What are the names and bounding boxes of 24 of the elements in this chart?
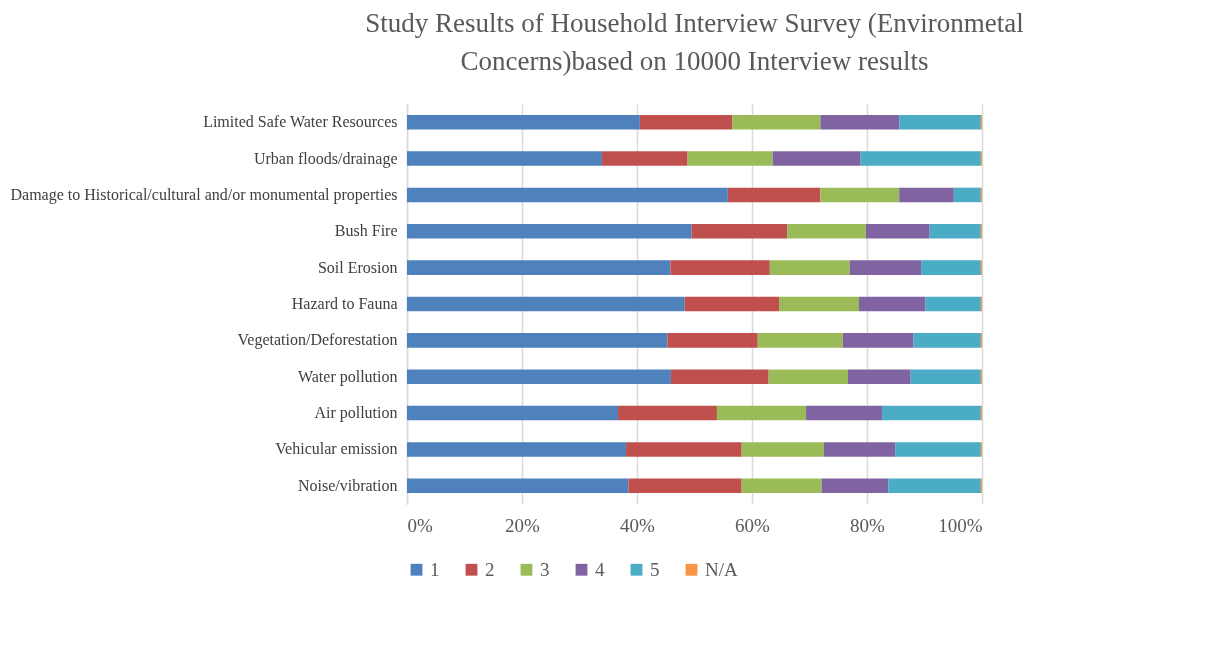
y-tick-label: Soil Erosion xyxy=(317,258,398,276)
y-tick-label: Hazard to Fauna xyxy=(291,295,398,312)
y-tick-label: Urban floods/drainage xyxy=(253,149,398,168)
legend-label: 4 xyxy=(595,558,605,580)
y-tick-label: Damage to Historical/cultural and/or monumental properties xyxy=(10,185,398,204)
x-tick-label: 100% xyxy=(938,514,983,536)
y-tick-label: Bush Fire xyxy=(334,222,398,240)
y-tick-label: Limited Safe Water Resources xyxy=(203,113,398,131)
y-tick-label: Vegetation/Deforestation xyxy=(237,331,398,350)
y-tick-label: Water pollution xyxy=(297,367,398,386)
x-tick-label: 20% xyxy=(505,514,541,536)
y-tick-label: Noise/vibration xyxy=(297,476,398,494)
legend-label: 5 xyxy=(650,558,660,580)
x-tick-label: 40% xyxy=(620,514,656,536)
x-tick-label: 60% xyxy=(735,514,771,536)
legend-label: N/A xyxy=(705,558,738,580)
y-tick-label: Air pollution xyxy=(314,404,398,423)
x-tick-label: 0% xyxy=(407,514,433,536)
legend-label: 2 xyxy=(485,558,495,580)
chart-title: Study Results of Household Interview Survey (Environmetal Concerns)based on 10000 Interview results xyxy=(365,8,1024,76)
y-tick-label: Vehicular emission xyxy=(275,440,398,458)
legend-label: 1 xyxy=(430,558,440,580)
x-tick-label: 80% xyxy=(850,514,886,536)
legend-label: 3 xyxy=(540,558,550,580)
